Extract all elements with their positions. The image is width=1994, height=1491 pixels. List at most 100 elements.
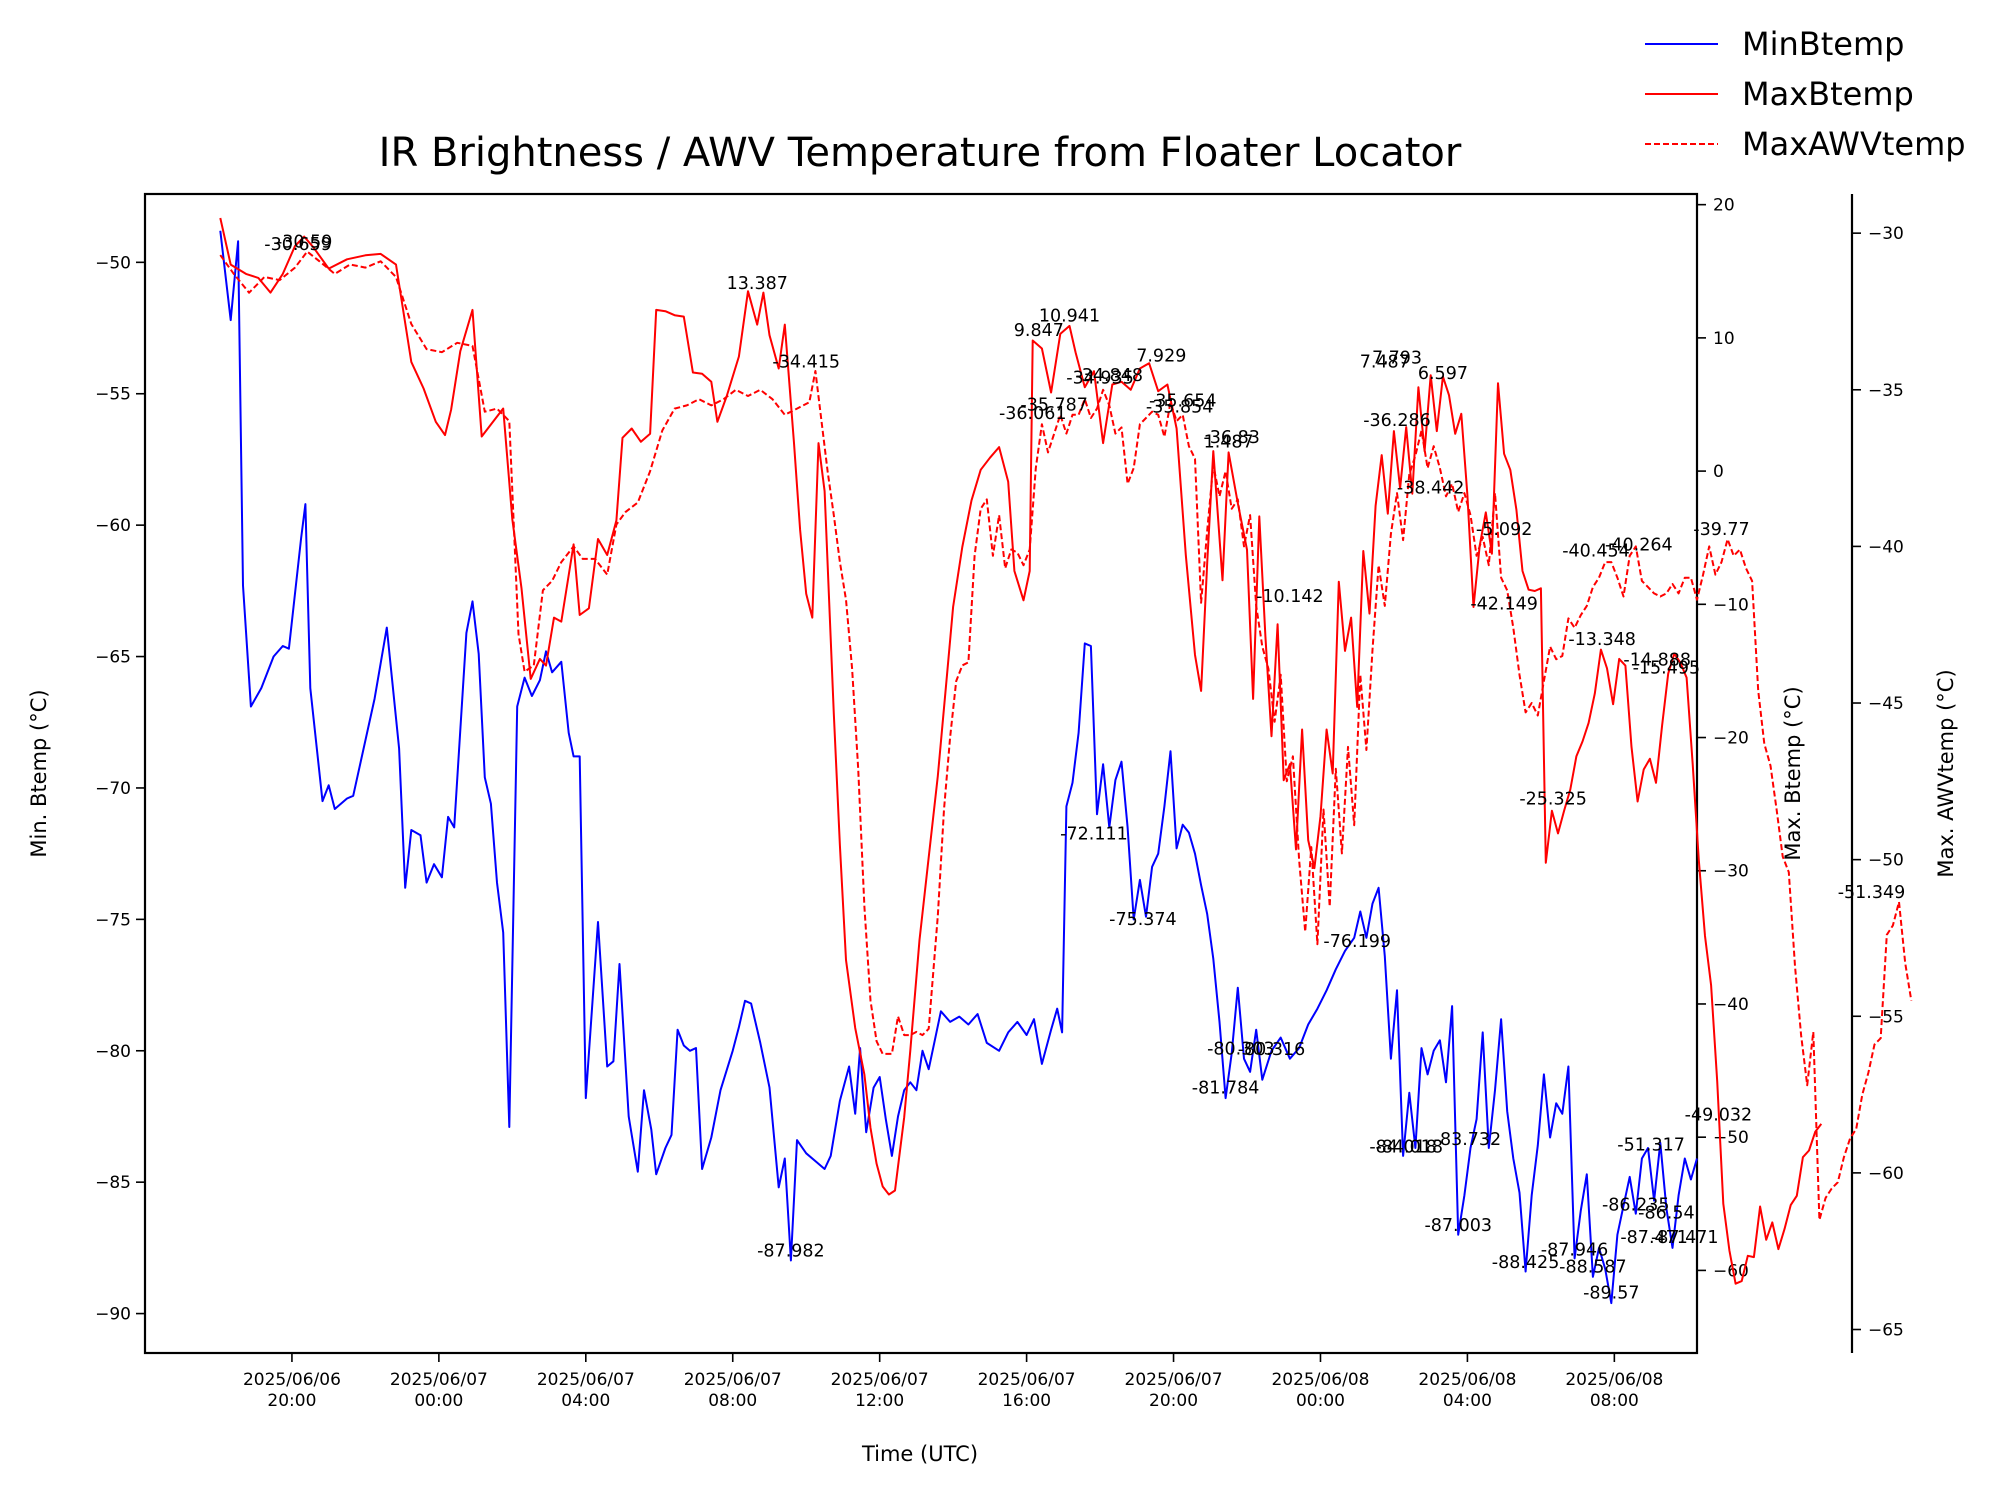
data-label: 7.487 bbox=[1360, 352, 1410, 372]
axes: 2025/06/0620:002025/06/0700:002025/06/07… bbox=[27, 192, 1958, 1411]
data-label: 6.597 bbox=[1418, 364, 1468, 384]
y-tick-label-left: −55 bbox=[95, 385, 131, 405]
data-label: -25.325 bbox=[1519, 789, 1587, 809]
data-label: -15.495 bbox=[1633, 659, 1701, 679]
data-label: -30.659 bbox=[264, 235, 332, 255]
data-label: 7.793 bbox=[1372, 348, 1422, 368]
x-tick-label-time: 20:00 bbox=[267, 1391, 316, 1411]
data-label: -80.303 bbox=[1207, 1040, 1275, 1060]
x-tick-label-time: 20:00 bbox=[1149, 1391, 1198, 1411]
legend: MinBtemp MaxBtemp MaxAWVtemp bbox=[1645, 25, 1966, 163]
data-label: -87.471 bbox=[1620, 1228, 1688, 1248]
y-tick-label-right1: 20 bbox=[1713, 196, 1735, 216]
series-line-minbtemp bbox=[219, 230, 1698, 1305]
data-label: -42.149 bbox=[1470, 595, 1538, 615]
legend-label-maxawvtemp: MaxAWVtemp bbox=[1742, 125, 1966, 163]
y-tick-label-right2: −45 bbox=[1868, 694, 1904, 714]
data-label: -87.471 bbox=[1651, 1228, 1719, 1248]
data-label: -39.77 bbox=[1693, 520, 1749, 540]
plot-frame bbox=[143, 192, 1699, 1355]
y-tick-label-right1: −30 bbox=[1713, 862, 1749, 882]
x-tick-label-date: 2025/06/08 bbox=[1271, 1370, 1369, 1390]
x-tick-label-time: 04:00 bbox=[1443, 1391, 1492, 1411]
x-tick-label-time: 00:00 bbox=[1296, 1391, 1345, 1411]
y-tick-label-left: −80 bbox=[95, 1042, 131, 1062]
data-label: -10.142 bbox=[1256, 587, 1324, 607]
data-label: -88.587 bbox=[1559, 1257, 1627, 1277]
y-tick-label-left: −75 bbox=[95, 910, 131, 930]
data-label: -83.732 bbox=[1434, 1130, 1502, 1150]
annotation-layer: -87.982 -72.111 -75.374 -81.784 -80.303-80.3… bbox=[264, 233, 1905, 1304]
x-tick-label-date: 2025/06/07 bbox=[831, 1370, 929, 1390]
data-label: -5.092 bbox=[1476, 520, 1532, 540]
data-label: -75.374 bbox=[1109, 910, 1177, 930]
data-label: -34.935 bbox=[1066, 369, 1134, 389]
x-tick-label-date: 2025/06/08 bbox=[1565, 1370, 1663, 1390]
chart-title: IR Brightness / AWV Temperature from Flo… bbox=[379, 130, 1462, 176]
data-label: -80.316 bbox=[1238, 1040, 1306, 1060]
y-tick-label-right1: −10 bbox=[1713, 595, 1749, 615]
y-tick-label-right2: −40 bbox=[1868, 537, 1904, 557]
y-tick-label-right1: −60 bbox=[1713, 1261, 1749, 1281]
legend-label-maxbtemp: MaxBtemp bbox=[1742, 75, 1914, 113]
y-tick-label-left: −90 bbox=[95, 1305, 131, 1325]
data-label: -36.286 bbox=[1363, 411, 1431, 431]
data-label: -84.018 bbox=[1375, 1137, 1443, 1157]
data-label: -51.317 bbox=[1617, 1136, 1685, 1156]
y-tick-label-right2: −60 bbox=[1868, 1164, 1904, 1184]
y-tick-label-right1: 0 bbox=[1713, 462, 1724, 482]
data-label: -86.235 bbox=[1602, 1196, 1670, 1216]
data-label: -76.199 bbox=[1323, 932, 1391, 952]
y-tick-label-right1: −20 bbox=[1713, 729, 1749, 749]
data-label: -86.54 bbox=[1638, 1204, 1694, 1224]
x-tick-label-date: 2025/06/07 bbox=[537, 1370, 635, 1390]
data-label: -14.888 bbox=[1623, 650, 1691, 670]
data-label: -72.111 bbox=[1060, 824, 1128, 844]
data-label: -84.018 bbox=[1369, 1137, 1437, 1157]
y-tick-label-right1: −50 bbox=[1713, 1128, 1749, 1148]
y-tick-label-right2: −30 bbox=[1868, 224, 1904, 244]
y-axis-label-right1: Max. Btemp (°C) bbox=[1781, 686, 1805, 860]
y-tick-label-right1: −40 bbox=[1713, 995, 1749, 1015]
data-label: -87.003 bbox=[1424, 1216, 1492, 1236]
data-label: -87.946 bbox=[1541, 1241, 1609, 1261]
data-label: -40.454 bbox=[1562, 542, 1630, 562]
data-label: -49.032 bbox=[1685, 1105, 1753, 1125]
data-label: -35.787 bbox=[1020, 395, 1088, 415]
y-tick-label-right2: −65 bbox=[1868, 1321, 1904, 1341]
data-label: -35.654 bbox=[1149, 391, 1217, 411]
data-label: 9.847 bbox=[1014, 321, 1064, 341]
x-tick-label-time: 00:00 bbox=[414, 1391, 463, 1411]
y-axis-label-left: Min. Btemp (°C) bbox=[27, 689, 51, 857]
y-tick-label-left: −70 bbox=[95, 779, 131, 799]
data-label: -34.415 bbox=[772, 352, 840, 372]
y-tick-label-right1: 10 bbox=[1713, 329, 1735, 349]
x-tick-label-date: 2025/06/07 bbox=[390, 1370, 488, 1390]
data-label: -30.59 bbox=[276, 233, 332, 253]
data-label: -34.848 bbox=[1075, 366, 1143, 386]
y-tick-label-right2: −35 bbox=[1868, 381, 1904, 401]
y-tick-label-left: −60 bbox=[95, 516, 131, 536]
x-tick-label-time: 08:00 bbox=[1590, 1391, 1639, 1411]
data-label: 7.929 bbox=[1136, 346, 1186, 366]
y-tick-label-left: −85 bbox=[95, 1173, 131, 1193]
data-label: -88.425 bbox=[1492, 1253, 1560, 1273]
x-tick-label-time: 08:00 bbox=[708, 1391, 757, 1411]
data-label: -87.982 bbox=[757, 1242, 825, 1262]
x-tick-label-time: 04:00 bbox=[561, 1391, 610, 1411]
x-tick-label-date: 2025/06/08 bbox=[1418, 1370, 1516, 1390]
data-label: -35.854 bbox=[1146, 398, 1214, 418]
legend-label-minbtemp: MinBtemp bbox=[1742, 25, 1904, 63]
y-tick-label-left: −50 bbox=[95, 253, 131, 273]
x-tick-label-date: 2025/06/07 bbox=[1125, 1370, 1223, 1390]
data-label: 13.387 bbox=[727, 274, 788, 294]
data-label: 1.487 bbox=[1204, 432, 1254, 452]
data-label: 10.941 bbox=[1039, 306, 1100, 326]
y-tick-label-left: −65 bbox=[95, 648, 131, 668]
data-label: -36.83 bbox=[1203, 428, 1259, 448]
y-axis-label-right2: Max. AWVtemp (°C) bbox=[1934, 669, 1958, 877]
data-label: -40.264 bbox=[1605, 536, 1673, 556]
data-label: -36.061 bbox=[999, 404, 1067, 424]
